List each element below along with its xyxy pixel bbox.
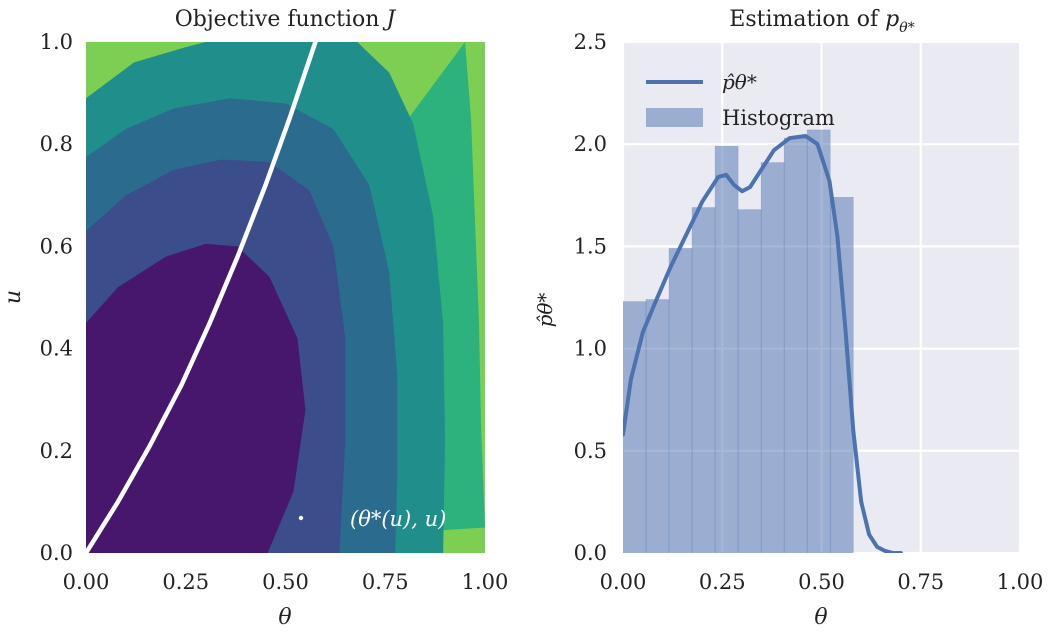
histogram-bar <box>645 299 670 553</box>
histogram-bar <box>829 197 854 553</box>
histogram-bars <box>623 129 854 553</box>
histogram-bar <box>783 137 808 553</box>
contour-panel: Objective function J 0.00 0.25 0.50 0.75 1.0… <box>1 7 508 630</box>
density-y-tick-label: 2.5 <box>574 30 607 54</box>
kde-line <box>623 134 903 553</box>
contour-x-tick-label: 0.75 <box>362 570 409 594</box>
kde-curve <box>623 134 903 553</box>
histogram-bar <box>760 162 785 553</box>
svg-text:Objective function J: Objective function J <box>175 7 397 32</box>
histogram-bar <box>668 248 693 553</box>
contour-x-tick-label: 0.25 <box>162 570 209 594</box>
density-x-tick-label: 0.25 <box>699 570 746 594</box>
histogram-bar <box>691 207 716 553</box>
density-x-tick-label: 0.50 <box>798 570 845 594</box>
contour-x-axis-label: θ <box>278 605 291 630</box>
optimal-theta-line <box>86 42 318 553</box>
contour-legend-label: (θ*(u), u) <box>350 507 446 531</box>
contour-title: Objective function J <box>175 7 397 32</box>
contour-x-tick-label: 0.50 <box>262 570 309 594</box>
density-y-tick-label: 0.5 <box>574 439 607 463</box>
contour-fills <box>86 42 485 553</box>
histogram-bar <box>737 209 762 553</box>
contour-y-tick-label: 0.4 <box>40 337 73 361</box>
histogram-bar <box>806 129 831 553</box>
density-y-tick-label: 0.0 <box>574 541 607 565</box>
contour-legend: (θ*(u), u) <box>298 507 446 531</box>
density-x-tick-label: 0.75 <box>897 570 944 594</box>
legend-histogram-swatch <box>646 108 703 127</box>
density-panel: Estimation of pθ* 0.00 0.25 0.50 0.75 1.00 0… <box>533 7 1043 630</box>
contour-title-text: Objective function <box>175 7 387 32</box>
density-x-tick-label: 0.00 <box>600 570 647 594</box>
density-title-subscript: θ* <box>899 20 914 36</box>
contour-legend-marker <box>298 515 304 521</box>
density-y-tick-label: 2.0 <box>574 132 607 156</box>
contour-y-tick-label: 1.0 <box>40 30 73 54</box>
contour-y-axis-label: u <box>1 290 26 304</box>
contour-x-tick-label: 0.00 <box>63 570 110 594</box>
density-y-axis-label: p̂θ* <box>533 293 557 328</box>
density-y-tick-label: 1.0 <box>574 337 607 361</box>
contour-level-0 <box>86 243 306 553</box>
density-x-axis-label: θ <box>814 605 827 630</box>
legend-kde-label: p̂θ* <box>722 70 757 94</box>
density-x-ticks: 0.00 0.25 0.50 0.75 1.00 <box>600 570 1044 594</box>
contour-y-ticks: 0.0 0.2 0.4 0.6 0.8 1.0 <box>40 30 73 565</box>
legend-histogram-label: Histogram <box>722 106 835 130</box>
contour-y-tick-label: 0.0 <box>40 541 73 565</box>
density-y-tick-label: 1.5 <box>574 234 607 258</box>
contour-x-tick-label: 1.00 <box>462 570 509 594</box>
density-title-text: Estimation of <box>729 7 885 32</box>
contour-y-tick-label: 0.6 <box>40 234 73 258</box>
svg-text:Estimation of pθ*: Estimation of pθ* <box>729 7 914 36</box>
contour-y-tick-label: 0.8 <box>40 132 73 156</box>
histogram-bar <box>714 145 739 553</box>
contour-title-symbol: J <box>382 7 396 32</box>
optimal-theta-curve <box>86 42 318 553</box>
density-title-symbol: p <box>885 7 899 32</box>
density-legend: p̂θ* Histogram <box>646 70 835 130</box>
contour-x-ticks: 0.00 0.25 0.50 0.75 1.00 <box>63 570 509 594</box>
density-y-ticks: 0.0 0.5 1.0 1.5 2.0 2.5 <box>574 30 607 565</box>
density-title: Estimation of pθ* <box>729 7 914 36</box>
density-x-tick-label: 1.00 <box>997 570 1044 594</box>
contour-y-tick-label: 0.2 <box>40 439 73 463</box>
